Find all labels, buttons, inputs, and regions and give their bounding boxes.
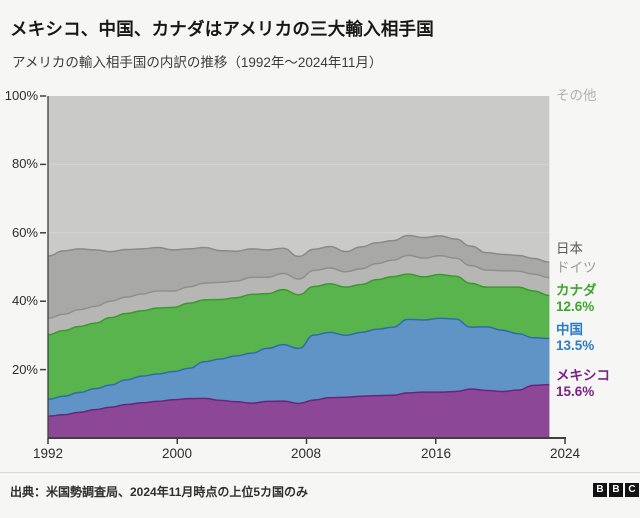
series-label-canada: カナダ: [556, 283, 597, 298]
y-tick-80: 80%: [11, 156, 38, 171]
footer-divider: [0, 472, 640, 473]
y-tick-20: 20%: [11, 362, 38, 377]
bbc-logo-letter: B: [609, 483, 623, 497]
bbc-logo-letter: C: [625, 483, 639, 497]
y-tick-100: 100%: [4, 88, 38, 103]
series-label-others: その他: [556, 88, 597, 103]
series-label-china: 中国: [556, 322, 583, 337]
series-value-china: 13.5%: [556, 338, 595, 353]
bbc-logo: B B C: [593, 483, 639, 497]
series-value-mexico: 15.6%: [556, 384, 595, 399]
series-label-germany: ドイツ: [556, 260, 597, 275]
series-label-mexico: メキシコ: [556, 368, 610, 383]
bbc-logo-letter: B: [593, 483, 607, 497]
series-label-japan: 日本: [556, 241, 583, 256]
x-tick-2008: 2008: [290, 446, 322, 461]
y-tick-40: 40%: [11, 293, 38, 308]
x-tick-2016: 2016: [420, 446, 452, 461]
chart-subtitle: アメリカの輸入相手国の内訳の推移（1992年～2024年11月）: [12, 55, 383, 70]
source-note: 出典：米国勢調査局、2024年11月時点の上位5カ国のみ: [10, 485, 309, 499]
series-value-canada: 12.6%: [556, 299, 595, 314]
page-title: メキシコ、中国、カナダはアメリカの三大輸入相手国: [10, 19, 434, 39]
x-tick-2000: 2000: [161, 446, 193, 461]
y-tick-60: 60%: [11, 225, 38, 240]
x-tick-1992: 1992: [32, 446, 64, 461]
x-tick-2024: 2024: [549, 446, 581, 461]
